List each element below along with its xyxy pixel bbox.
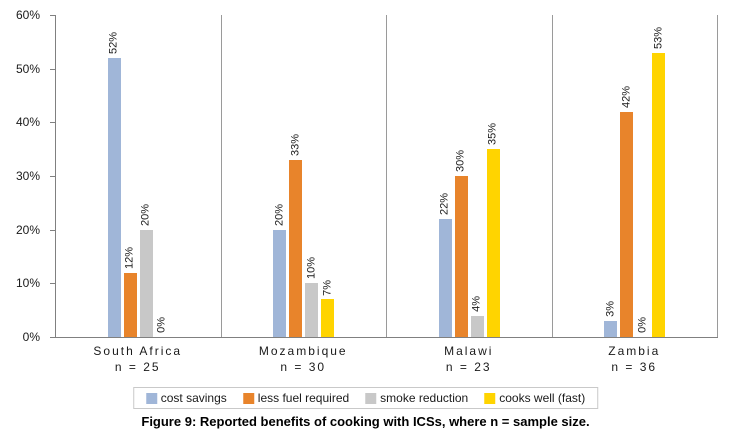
y-tick-mark: [50, 176, 55, 177]
plot-area: 52% 12% 20% 0% 20% 33% 10% 7% 22% 30% 4% 35% 3% 42% 0%…: [56, 15, 718, 337]
figure-caption: Figure 9: Reported benefits of cooking w…: [141, 414, 590, 429]
bar-value-label: 42%: [620, 85, 633, 108]
bar-slot: 30%: [454, 15, 468, 337]
x-axis-labels: South Africa n = 25 Mozambique n = 30 Malawi…: [55, 343, 717, 375]
bar-slot: 10%: [305, 15, 319, 337]
bar-smoke-reduction-south-africa: [139, 229, 153, 337]
bar-less-fuel-required-mozambique: [289, 159, 303, 337]
bar-cost-savings-south-africa: [107, 57, 121, 337]
bar-value-label: 52%: [107, 31, 120, 54]
bar-less-fuel-required-malawi: [454, 176, 468, 337]
y-tick-mark: [50, 68, 55, 70]
bar-smoke-reduction-mozambique: [305, 283, 319, 337]
plot-frame: 52% 12% 20% 0% 20% 33% 10% 7% 22% 30% 4% 35% 3% 42% 0%…: [50, 15, 718, 338]
category-sample-size: n = 25: [114, 360, 161, 375]
bar-slot: 3%: [604, 15, 618, 337]
bar-value-label: 4%: [470, 295, 483, 312]
y-tick-mark: [50, 283, 55, 285]
category-name: Malawi: [444, 344, 494, 358]
legend-item-less-fuel-required: less fuel required: [242, 391, 350, 405]
bar-slot: 53%: [652, 15, 666, 337]
x-axis-label-malawi: Malawi n = 23: [386, 343, 552, 375]
legend-item-cost-savings: cost savings: [145, 391, 227, 405]
bar-cost-savings-zambia: [604, 320, 618, 337]
y-tick-label-30: 30%: [15, 169, 40, 183]
legend-label: cooks well (fast): [499, 391, 586, 405]
category-name: South Africa: [93, 344, 183, 358]
legend-swatch-less-fuel-required: [242, 392, 254, 404]
bar-slot: 0%: [156, 15, 169, 337]
bar-slot: 4%: [470, 15, 484, 337]
category-name: Zambia: [608, 344, 661, 358]
legend-label: smoke reduction: [380, 391, 469, 405]
bar-slot: 52%: [107, 15, 121, 337]
bar-value-label: 22%: [438, 192, 451, 215]
bar-smoke-reduction-malawi: [470, 315, 484, 337]
y-tick-mark: [50, 229, 55, 231]
y-tick-label-50: 50%: [15, 61, 40, 76]
category-group-south-africa: 52% 12% 20% 0%: [56, 15, 222, 337]
legend-swatch-cooks-well-fast: [484, 392, 496, 404]
y-tick-label-10: 10%: [15, 276, 40, 291]
bar-value-label: 12%: [123, 246, 136, 269]
bar-value-label: 20%: [139, 203, 152, 226]
y-axis: 0% 10% 20% 30% 40% 50% 60%: [0, 8, 48, 344]
bar-value-label: 35%: [486, 123, 499, 146]
bar-cost-savings-mozambique: [273, 229, 287, 337]
bar-slot: 42%: [620, 15, 634, 337]
y-tick-label-0: 0%: [22, 330, 40, 344]
bar-slot: 35%: [486, 15, 500, 337]
bar-slot: 20%: [273, 15, 287, 337]
legend-item-smoke-reduction: smoke reduction: [365, 391, 468, 405]
category-sample-size: n = 23: [445, 360, 492, 375]
bar-cooks-well-fast-zambia: [652, 52, 666, 337]
y-tick-mark: [50, 337, 55, 338]
bar-slot: 0%: [636, 15, 649, 337]
bar-less-fuel-required-zambia: [620, 111, 634, 337]
bar-value-label: 33%: [289, 133, 302, 156]
y-tick-label-20: 20%: [15, 222, 40, 237]
bar-value-label: 0%: [155, 317, 168, 333]
bar-cost-savings-malawi: [438, 218, 452, 337]
bar-slot: 7%: [321, 15, 335, 337]
x-axis-label-zambia: Zambia n = 36: [552, 343, 718, 375]
legend-swatch-cost-savings: [145, 392, 157, 404]
legend-item-cooks-well-fast: cooks well (fast): [484, 391, 585, 405]
bar-value-label: 10%: [305, 257, 318, 280]
y-tick-label-40: 40%: [15, 115, 40, 130]
y-tick-label-60: 60%: [15, 8, 40, 22]
bar-slot: 12%: [123, 15, 137, 337]
bar-cooks-well-fast-mozambique: [321, 299, 335, 337]
legend-label: less fuel required: [257, 391, 350, 405]
category-group-mozambique: 20% 33% 10% 7%: [222, 15, 387, 337]
bar-less-fuel-required-south-africa: [123, 272, 137, 337]
bar-slot: 22%: [438, 15, 452, 337]
bar-value-label: 3%: [604, 301, 617, 317]
category-name: Mozambique: [258, 344, 348, 358]
category-group-malawi: 22% 30% 4% 35%: [387, 15, 553, 337]
legend-label: cost savings: [160, 391, 227, 405]
bar-cooks-well-fast-malawi: [486, 149, 500, 337]
y-tick-mark: [50, 122, 55, 124]
bar-value-label: 0%: [636, 317, 649, 333]
chart-legend: cost savings less fuel required smoke redu…: [132, 387, 599, 409]
category-sample-size: n = 36: [611, 360, 658, 375]
legend-swatch-smoke-reduction: [365, 392, 377, 404]
x-axis-label-mozambique: Mozambique n = 30: [221, 343, 387, 375]
y-tick-mark: [50, 15, 55, 16]
bar-value-label: 30%: [454, 149, 467, 172]
bar-value-label: 7%: [321, 279, 334, 296]
category-group-zambia: 3% 42% 0% 53%: [553, 15, 718, 337]
bar-value-label: 20%: [273, 203, 286, 226]
x-axis-label-south-africa: South Africa n = 25: [55, 343, 221, 375]
bar-slot: 33%: [289, 15, 303, 337]
bar-value-label: 53%: [652, 26, 665, 49]
bar-slot: 20%: [139, 15, 153, 337]
category-sample-size: n = 30: [280, 360, 327, 375]
